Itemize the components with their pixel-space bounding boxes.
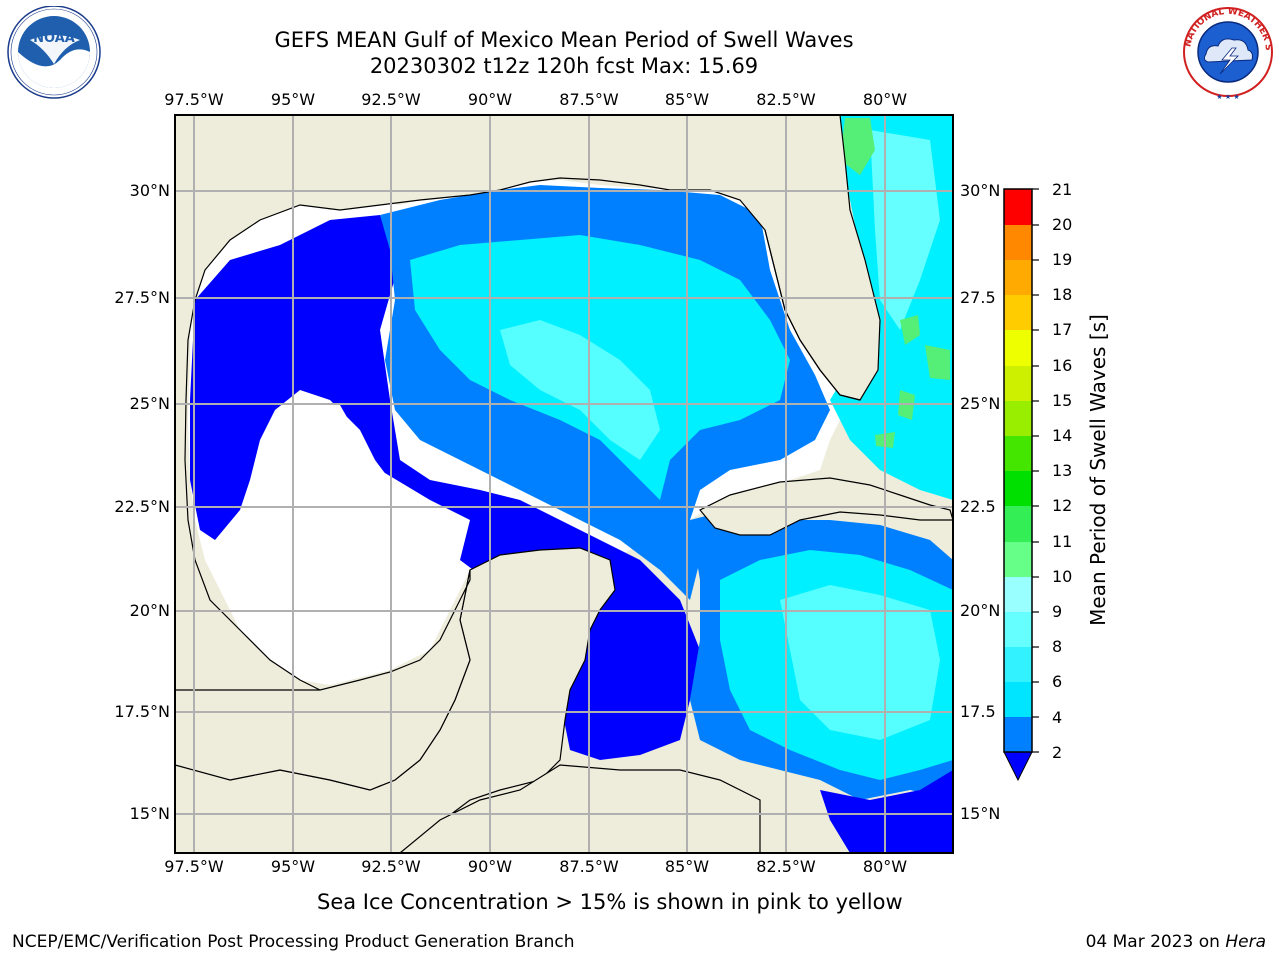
colorbar-tick-label: 6 <box>1052 672 1063 691</box>
swell-band-below-2s-caribbean-south <box>820 770 953 853</box>
colorbar-tick-label: 9 <box>1052 602 1063 621</box>
lat-label-right: 27.5 <box>960 288 996 307</box>
lon-label-bottom: 87.5°W <box>559 857 619 876</box>
colorbar-tick-label: 21 <box>1052 180 1073 199</box>
colorbar-tick-label: 18 <box>1052 285 1073 304</box>
colorbar-segment <box>1004 612 1032 647</box>
lon-label-top: 82.5°W <box>756 90 816 109</box>
colorbar-segment <box>1004 471 1032 506</box>
colorbar-segment <box>1004 436 1032 471</box>
lat-label-left: 17.5°N <box>114 702 170 721</box>
colorbar-segment <box>1004 577 1032 612</box>
lon-label-top: 85°W <box>664 90 710 109</box>
lat-label-right: 15°N <box>960 804 1001 823</box>
svg-text:★ ★ ★: ★ ★ ★ <box>1216 93 1239 101</box>
lon-label-top: 80°W <box>862 90 908 109</box>
colorbar-segment <box>1004 542 1032 577</box>
colorbar-segment <box>1004 366 1032 401</box>
swell-band-9-10s-atlantic <box>840 118 875 175</box>
colorbar-segment <box>1004 717 1032 752</box>
colorbar-under-extension <box>1003 751 1033 782</box>
colorbar-segment <box>1004 225 1032 260</box>
colorbar-segment <box>1004 330 1032 366</box>
lat-label-left: 27.5°N <box>114 288 170 307</box>
colorbar-tick-label: 15 <box>1052 391 1073 410</box>
colorbar-tick-label: 14 <box>1052 426 1073 445</box>
florida-coastline <box>764 229 861 401</box>
lat-label-left: 30°N <box>129 181 170 200</box>
lon-label-top: 90°W <box>467 90 513 109</box>
colorbar-tick-label: 13 <box>1052 461 1073 480</box>
colorbar-segment <box>1004 260 1032 295</box>
colorbar-segment <box>1004 647 1032 682</box>
swell-band-9-10s-bahamas <box>875 315 950 448</box>
lat-label-right: 22.5 <box>960 497 996 516</box>
colorbar-tick-label: 20 <box>1052 215 1073 234</box>
lat-label-right: 20°N <box>960 601 1001 620</box>
lon-label-bottom: 90°W <box>467 857 513 876</box>
lon-label-top: 95°W <box>270 90 316 109</box>
graticule <box>175 115 953 853</box>
lon-label-bottom: 92.5°W <box>361 857 421 876</box>
lon-label-bottom: 82.5°W <box>756 857 816 876</box>
colorbar-tick-label: 16 <box>1052 356 1073 375</box>
colorbar-tick-label: 17 <box>1052 320 1073 339</box>
lat-label-right: 30°N <box>960 181 1001 200</box>
lon-label-bottom: 80°W <box>862 857 908 876</box>
swell-band-6-8s-caribbean <box>780 585 940 740</box>
colorbar <box>1003 188 1039 782</box>
map-border <box>174 114 954 854</box>
noaa-logo: NOAA <box>7 6 101 99</box>
colorbar-tick-label: 2 <box>1052 743 1063 762</box>
lat-label-left: 25°N <box>129 394 170 413</box>
lon-label-bottom: 85°W <box>664 857 710 876</box>
lat-label-left: 15°N <box>129 804 170 823</box>
colorbar-segment <box>1004 682 1032 717</box>
colorbar-tick-label: 8 <box>1052 637 1063 656</box>
lon-label-top: 87.5°W <box>559 90 619 109</box>
lat-label-right: 25°N <box>960 394 1001 413</box>
colorbar-segment <box>1004 189 1032 225</box>
lat-label-left: 20°N <box>129 601 170 620</box>
mexico-land <box>175 569 471 791</box>
lon-label-top: 97.5°W <box>164 90 224 109</box>
colorbar-segment <box>1004 401 1032 436</box>
colorbar-tick-label: 10 <box>1052 567 1073 586</box>
colorbar-segment <box>1004 295 1032 330</box>
lon-label-bottom: 97.5°W <box>164 857 224 876</box>
footer-host: Hera <box>1225 932 1266 952</box>
colorbar-segment <box>1004 506 1032 542</box>
lat-label-left: 22.5°N <box>114 497 170 516</box>
colorbar-tick-label: 19 <box>1052 250 1073 269</box>
lon-label-bottom: 95°W <box>270 857 316 876</box>
map-title: GEFS MEAN Gulf of Mexico Mean Period of … <box>274 28 854 52</box>
footer-date-text: 04 Mar 2023 on <box>1085 932 1226 952</box>
footer-credit: NCEP/EMC/Verification Post Processing Pr… <box>12 932 575 952</box>
colorbar-tick-label: 11 <box>1052 532 1073 551</box>
nws-logo: NATIONAL WEATHER SERVICE ★ ★ ★ <box>1176 6 1273 101</box>
swell-band-6-8s-gulf <box>500 320 660 460</box>
swell-band-6-8s-atlantic <box>870 130 940 330</box>
colorbar-title: Mean Period of Swell Waves [s] <box>1086 314 1110 626</box>
footer-date: 04 Mar 2023 on Hera <box>1086 932 1266 952</box>
lat-label-right: 17.5 <box>960 702 996 721</box>
colorbar-tick-label: 4 <box>1052 708 1063 727</box>
colorbar-tick-label: 12 <box>1052 496 1073 515</box>
lon-label-top: 92.5°W <box>361 90 421 109</box>
sea-ice-note: Sea Ice Concentration > 15% is shown in … <box>317 890 903 914</box>
map-subtitle: 20230302 t12z 120h fcst Max: 15.69 <box>369 54 759 78</box>
svg-text:NOAA: NOAA <box>33 31 75 46</box>
